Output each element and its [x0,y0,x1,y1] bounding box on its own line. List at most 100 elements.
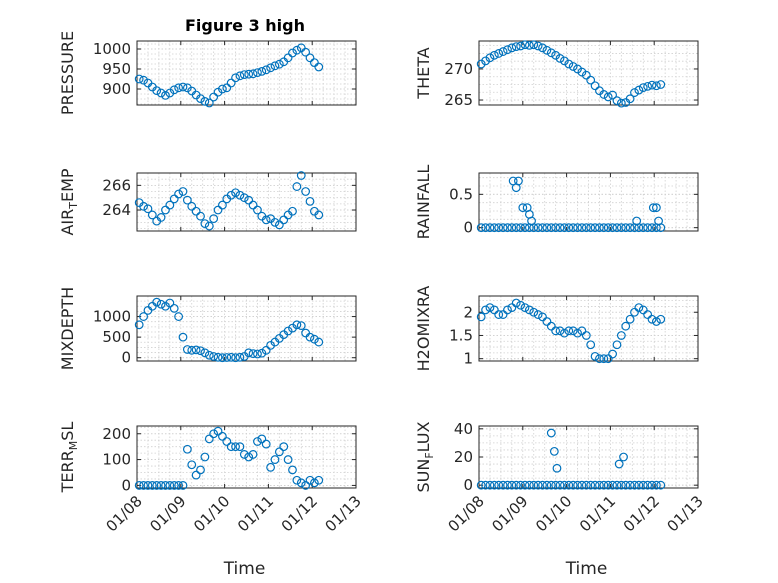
data-point [209,352,219,361]
data-point [481,480,490,490]
data-point [533,223,543,233]
data-point [538,312,547,322]
data-point [296,321,306,331]
data-point [274,59,284,69]
subplot-3: 264 266 AIRTEMP [58,168,357,236]
y-tick-label: 2 [463,303,473,321]
data-point [507,223,517,233]
x-tick-label: 01/11 [234,492,277,535]
x-axis-label: Time [223,559,266,579]
data-point [218,84,227,94]
data-point [560,56,569,66]
data-point [187,345,197,355]
data-point [542,223,552,233]
data-point [498,480,508,490]
data-point [191,345,201,355]
y-tick-label: 200 [102,425,131,443]
y-tick-label: 0 [121,476,131,494]
data-point [226,442,236,452]
figure-title: Figure 3 high [185,16,305,35]
data-point [296,478,306,488]
data-point [476,312,486,322]
data-point [209,214,219,224]
data-point [603,92,613,102]
data-point [533,41,543,51]
data-point [231,353,240,363]
data-point [248,450,258,459]
data-point [309,58,319,67]
axes-box [136,425,357,489]
data-point [239,450,249,459]
data-point [301,47,311,57]
data-point [573,64,582,74]
data-point [595,480,604,490]
data-point [516,223,526,233]
data-point [161,481,170,490]
data-point [630,480,639,490]
data-point [551,223,561,233]
data-point [218,200,227,210]
data-point [599,90,609,99]
data-point [573,328,582,338]
data-point [476,59,486,69]
data-point [647,480,657,490]
y-tick-label: 270 [444,60,473,78]
data-point [616,331,626,340]
data-point [174,312,184,321]
y-tick-label: 500 [102,328,131,346]
data-point [494,480,504,490]
data-point [292,45,302,55]
data-point [527,216,536,226]
data-point [555,480,565,490]
y-axis-label-main: SUN [414,459,433,493]
data-point [573,480,582,490]
data-point [546,480,556,490]
data-point [165,200,175,210]
data-point [568,326,578,336]
data-point [603,354,613,364]
data-point [200,96,210,106]
axes-box [478,295,699,362]
data-point [586,75,596,85]
data-point [200,348,210,358]
x-tick-label: 01/08 [445,492,488,535]
data-point [261,439,271,449]
data-point [283,326,293,336]
y-tick-label: 0.5 [449,185,473,203]
data-point [630,307,639,317]
data-point [616,480,626,490]
data-point [261,65,271,75]
data-point [647,80,657,90]
data-point [614,459,624,469]
data-point [301,328,311,338]
subplot-5: 0 500 1000 MIXDEPTH [58,287,357,370]
data-point [542,317,552,326]
data-point [139,312,148,321]
data-point [196,94,205,103]
data-point [518,203,528,213]
data-point [503,480,512,490]
data-point [169,303,179,313]
data-point [503,223,512,233]
y-axis-label: AIRTEMP [58,168,80,235]
data-point [152,481,162,490]
data-point [218,353,227,363]
data-point [178,187,188,196]
data-point [643,480,653,490]
data-point [226,78,236,88]
data-point [599,223,609,233]
data-point [651,317,661,326]
y-axis-label: SUNFLUX [414,421,436,492]
data-point [656,480,666,490]
y-tick-label: 900 [102,80,131,98]
data-point [279,215,289,225]
data-point [283,455,293,464]
data-point [296,43,306,53]
y-tick-label: 266 [102,176,131,194]
data-point [599,354,609,364]
data-point [218,431,227,441]
data-point [213,352,223,362]
data-point [608,223,617,233]
data-point [590,81,600,91]
data-point [174,481,184,490]
